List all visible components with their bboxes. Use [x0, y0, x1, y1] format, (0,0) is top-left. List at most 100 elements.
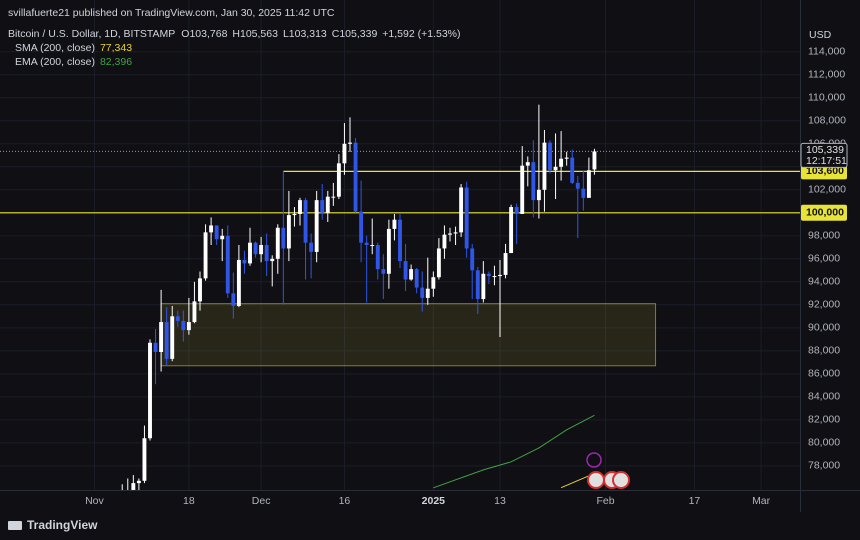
candle-body — [509, 207, 514, 254]
candle-body — [359, 211, 364, 243]
candle-body — [170, 316, 175, 359]
y-tick-label: 98,000 — [808, 230, 840, 242]
y-tick-label: 92,000 — [808, 299, 840, 311]
y-tick-label: 88,000 — [808, 345, 840, 357]
candle-body — [381, 269, 386, 274]
y-tick-label: 90,000 — [808, 322, 840, 334]
y-tick-label: 102,000 — [808, 184, 846, 196]
y-tick-label: 96,000 — [808, 253, 840, 265]
last-price-label: 105,339 — [806, 144, 844, 156]
axes: 78,000 80,000 82,000 84,000 86,000 88,000 90,0… — [85, 46, 848, 507]
y-tick-label: 82,000 — [808, 414, 840, 426]
x-tick-label: 17 — [689, 495, 701, 507]
candle-body — [425, 288, 430, 298]
plot-area — [0, 104, 800, 490]
level-price-label: 103,600 — [806, 165, 844, 177]
zone — [160, 303, 657, 367]
candle-body — [336, 163, 341, 197]
candle-body — [203, 232, 208, 279]
candle-body — [498, 274, 502, 277]
ohlc-label: C105,339 — [332, 28, 378, 40]
symbol-header: Bitcoin / U.S. Dollar, 1D, BITSTAMP O103,… — [8, 28, 461, 40]
candle-body — [259, 245, 264, 255]
event-icon — [587, 471, 605, 489]
candle-body — [592, 151, 597, 170]
candle-body — [225, 235, 230, 294]
candle-body — [370, 245, 375, 246]
y-tick-label: 110,000 — [808, 92, 845, 104]
candle-body — [148, 342, 152, 439]
candle-body — [220, 235, 225, 240]
candle-body — [159, 322, 164, 352]
candle-body — [136, 480, 141, 484]
candle-body — [492, 276, 497, 278]
y-tick-label: 108,000 — [808, 115, 846, 127]
published-note: svillafuerte21 published on TradingView.… — [8, 7, 335, 19]
ohlc-label: L103,313 — [283, 28, 327, 40]
candle-body — [342, 143, 347, 164]
candle-body — [386, 228, 391, 274]
candle-body — [314, 200, 319, 252]
candle-body — [531, 162, 536, 201]
candle-body — [486, 273, 491, 277]
indicator-legend: EMA (200, close) 82,396 — [15, 56, 132, 68]
candle-body — [514, 207, 519, 214]
last-price-box — [800, 142, 848, 168]
x-tick-label: 16 — [339, 495, 351, 507]
candle-body — [286, 215, 291, 249]
candle-body — [553, 166, 558, 171]
x-tick-label: Nov — [85, 495, 104, 507]
brand-name: TradingView — [27, 518, 98, 532]
ohlc-label: O103,768 — [181, 28, 227, 40]
candle-body — [420, 287, 425, 298]
candle-body — [142, 438, 147, 481]
candle-body — [181, 320, 186, 331]
brand: TradingView — [8, 518, 98, 532]
countdown-label: 12:17:51 — [806, 155, 847, 167]
x-tick-label: 18 — [183, 495, 195, 507]
candle-body — [503, 253, 508, 275]
candle-body — [559, 158, 564, 167]
indicator-value: 82,396 — [100, 56, 132, 68]
indicator-name: SMA (200, close) — [15, 42, 95, 54]
x-tick-label: 13 — [494, 495, 506, 507]
candle-body — [548, 142, 552, 171]
candle-body — [536, 189, 541, 201]
candle-body — [470, 248, 475, 271]
candle-body — [409, 269, 414, 280]
candle-body — [281, 227, 286, 249]
candle-body — [542, 142, 547, 190]
candle-body — [309, 242, 314, 252]
candle-body — [242, 259, 247, 264]
candle-body — [264, 245, 269, 262]
candle-body — [570, 157, 575, 183]
currency-label: USD — [809, 29, 832, 41]
y-tick-label: 114,000 — [808, 46, 845, 58]
symbol-title: Bitcoin / U.S. Dollar, 1D, BITSTAMP — [8, 28, 175, 40]
ohlc-label: H105,563 — [232, 28, 278, 40]
event-icon — [586, 452, 602, 468]
candle-body — [198, 278, 202, 302]
x-tick-label: 2025 — [422, 495, 446, 507]
candle-body — [186, 322, 191, 331]
y-tick-label: 112,000 — [808, 69, 845, 81]
candle-body — [192, 301, 197, 323]
indicator-legend: SMA (200, close) 77,343 — [15, 42, 132, 54]
candle-body — [403, 261, 408, 280]
candle-body — [325, 196, 330, 213]
indicator-line — [433, 414, 595, 489]
candle-body — [348, 142, 352, 144]
y-tick-label: 78,000 — [808, 460, 840, 472]
candle-body — [581, 188, 586, 198]
candle-body — [398, 219, 402, 262]
candle-body — [175, 316, 180, 321]
candle-body — [270, 258, 275, 262]
candle-body — [481, 273, 486, 300]
candle-body — [131, 483, 136, 490]
indicator-value: 77,343 — [100, 42, 132, 54]
change-label: +1,592 (+1.53%) — [382, 28, 460, 40]
candle-body — [436, 248, 441, 278]
x-tick-label: Feb — [597, 495, 615, 507]
